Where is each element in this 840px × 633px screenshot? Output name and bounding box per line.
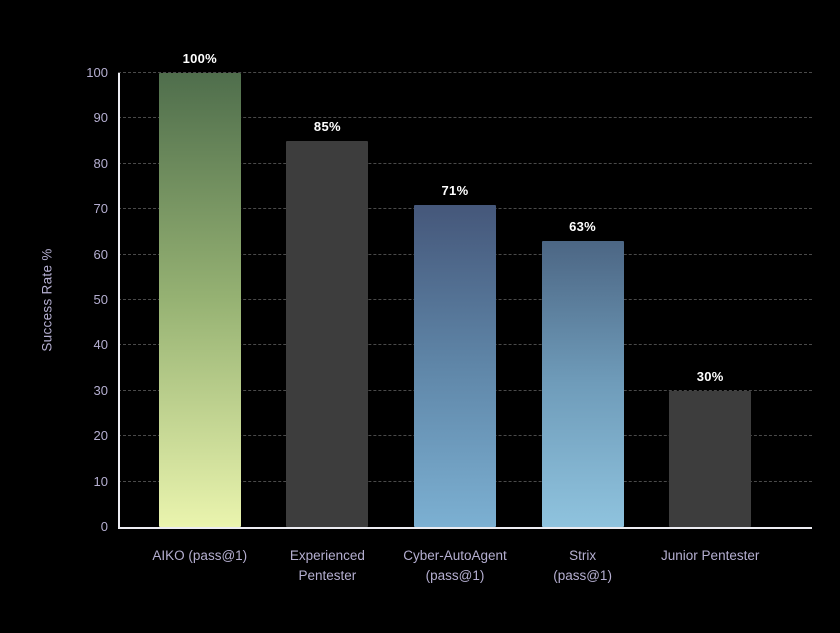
y-tick-label-40: 40	[93, 337, 108, 353]
gridline-80	[118, 162, 812, 164]
x-tick-label-3: Strix (pass@1)	[553, 548, 612, 583]
y-tick-label-100: 100	[86, 65, 108, 80]
gridline-100	[118, 72, 812, 73]
bar-2[interactable]	[414, 204, 496, 527]
x-tick-label-1: Experienced Pentester	[289, 548, 365, 583]
bar-value-label-3: 63%	[569, 218, 597, 234]
bar-value-label-2: 71%	[441, 182, 469, 198]
y-tick-label-30: 30	[93, 382, 108, 398]
x-tick-label-0: AIKO (pass@1)	[152, 548, 248, 563]
bar-0[interactable]	[158, 73, 241, 527]
y-axis-title: Success Rate %	[39, 248, 55, 352]
y-tick-label-80: 80	[93, 155, 108, 171]
y-axis-line	[118, 73, 120, 529]
bar-value-label-1: 85%	[313, 119, 341, 135]
y-tick-label-70: 70	[93, 201, 108, 217]
gridline-90	[118, 117, 812, 119]
x-tick-label-2: Cyber-AutoAgent (pass@1)	[403, 548, 507, 583]
y-tick-label-60: 60	[93, 246, 108, 262]
bar-1[interactable]	[286, 141, 369, 527]
bar-4[interactable]	[669, 390, 752, 527]
y-tick-label-0: 0	[100, 519, 108, 534]
x-axis-line	[118, 527, 812, 529]
y-tick-label-10: 10	[93, 473, 108, 489]
x-tick-label-4: Junior Pentester	[661, 548, 760, 563]
bar-3[interactable]	[541, 240, 624, 527]
y-tick-label-50: 50	[93, 292, 108, 307]
bar-value-label-4: 30%	[696, 368, 724, 384]
bar-value-label-0: 100%	[182, 51, 218, 66]
y-tick-label-90: 90	[93, 110, 108, 126]
y-tick-label-20: 20	[93, 428, 108, 444]
